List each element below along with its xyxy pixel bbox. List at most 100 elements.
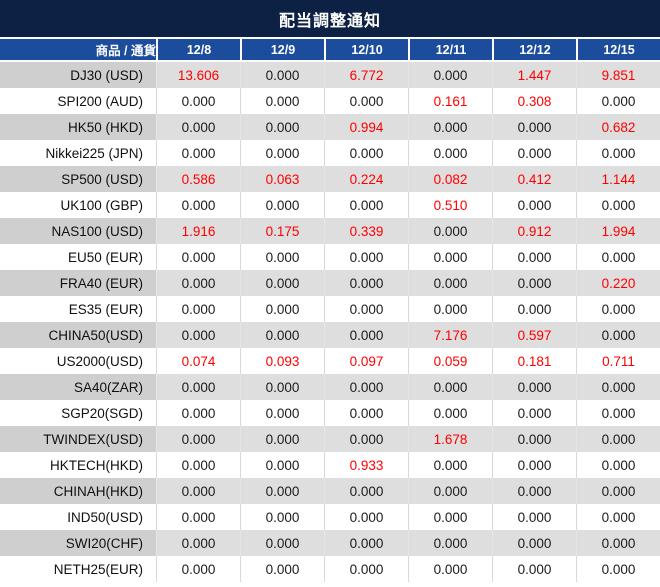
table-body: DJ30 (USD) 13.606 0.000 6.772 0.000 1.447 9.85… (0, 62, 660, 582)
column-header-date: 12/15 (576, 39, 660, 62)
value-cell: 9.851 (576, 62, 660, 88)
value-cell: 1.678 (408, 426, 492, 452)
value-cell: 0.059 (408, 348, 492, 374)
value-cell: 0.000 (576, 192, 660, 218)
value-cell: 13.606 (156, 62, 240, 88)
value-cell: 0.000 (240, 244, 324, 270)
product-label: HK50 (HKD) (0, 114, 156, 140)
value-cell: 0.711 (576, 348, 660, 374)
value-cell: 0.000 (492, 140, 576, 166)
table-row: Nikkei225 (JPN) 0.000 0.000 0.000 0.000 0.000… (0, 140, 660, 166)
value-cell: 0.000 (576, 88, 660, 114)
value-cell: 0.000 (240, 62, 324, 88)
value-cell: 0.000 (324, 244, 408, 270)
table-row: SWI20(CHF) 0.000 0.000 0.000 0.000 0.000 0.000 (0, 530, 660, 556)
value-cell: 0.000 (492, 504, 576, 530)
value-cell: 0.074 (156, 348, 240, 374)
value-cell: 0.000 (324, 270, 408, 296)
value-cell: 0.000 (156, 556, 240, 582)
table-row: EU50 (EUR) 0.000 0.000 0.000 0.000 0.000 0.000 (0, 244, 660, 270)
value-cell: 0.000 (240, 374, 324, 400)
value-cell: 0.000 (240, 478, 324, 504)
value-cell: 0.000 (240, 192, 324, 218)
value-cell: 0.000 (240, 140, 324, 166)
value-cell: 6.772 (324, 62, 408, 88)
value-cell: 0.000 (576, 556, 660, 582)
value-cell: 0.000 (324, 192, 408, 218)
value-cell: 0.000 (408, 218, 492, 244)
column-header-date: 12/12 (492, 39, 576, 62)
value-cell: 0.000 (324, 478, 408, 504)
value-cell: 0.000 (492, 530, 576, 556)
value-cell: 0.994 (324, 114, 408, 140)
product-label: SP500 (USD) (0, 166, 156, 192)
product-label: TWINDEX(USD) (0, 426, 156, 452)
table-row: SPI200 (AUD) 0.000 0.000 0.000 0.161 0.308 0.0… (0, 88, 660, 114)
value-cell: 0.000 (492, 452, 576, 478)
value-cell: 0.586 (156, 166, 240, 192)
product-label: FRA40 (EUR) (0, 270, 156, 296)
product-label: CHINAH(HKD) (0, 478, 156, 504)
table-row: CHINAH(HKD) 0.000 0.000 0.000 0.000 0.000 0.00… (0, 478, 660, 504)
value-cell: 0.000 (240, 504, 324, 530)
value-cell: 0.933 (324, 452, 408, 478)
value-cell: 0.000 (240, 296, 324, 322)
value-cell: 0.597 (492, 322, 576, 348)
column-header-date: 12/10 (324, 39, 408, 62)
value-cell: 0.000 (492, 296, 576, 322)
value-cell: 0.510 (408, 192, 492, 218)
value-cell: 0.000 (492, 270, 576, 296)
value-cell: 0.093 (240, 348, 324, 374)
value-cell: 0.000 (324, 530, 408, 556)
product-label: NETH25(EUR) (0, 556, 156, 582)
value-cell: 0.000 (576, 478, 660, 504)
value-cell: 0.308 (492, 88, 576, 114)
value-cell: 0.000 (156, 114, 240, 140)
value-cell: 0.000 (576, 452, 660, 478)
value-cell: 0.000 (576, 400, 660, 426)
value-cell: 0.000 (576, 244, 660, 270)
value-cell: 0.000 (156, 478, 240, 504)
value-cell: 0.339 (324, 218, 408, 244)
value-cell: 0.000 (492, 192, 576, 218)
value-cell: 0.224 (324, 166, 408, 192)
value-cell: 0.000 (240, 400, 324, 426)
dividend-table: 商品 / 通貨 12/8 12/9 12/10 12/11 12/12 12/15 DJ3… (0, 39, 660, 582)
column-header-date: 12/11 (408, 39, 492, 62)
value-cell: 0.682 (576, 114, 660, 140)
value-cell: 0.000 (156, 88, 240, 114)
product-label: SPI200 (AUD) (0, 88, 156, 114)
value-cell: 0.082 (408, 166, 492, 192)
value-cell: 0.000 (408, 556, 492, 582)
table-row: DJ30 (USD) 13.606 0.000 6.772 0.000 1.447 9.85… (0, 62, 660, 88)
value-cell: 0.000 (408, 452, 492, 478)
value-cell: 0.000 (324, 556, 408, 582)
table-row: SP500 (USD) 0.586 0.063 0.224 0.082 0.412 1.14… (0, 166, 660, 192)
value-cell: 0.063 (240, 166, 324, 192)
value-cell: 0.000 (408, 140, 492, 166)
value-cell: 0.000 (576, 530, 660, 556)
table-header-row: 商品 / 通貨 12/8 12/9 12/10 12/11 12/12 12/15 (0, 39, 660, 62)
value-cell: 0.000 (324, 140, 408, 166)
value-cell: 0.000 (240, 426, 324, 452)
product-label: ES35 (EUR) (0, 296, 156, 322)
value-cell: 0.000 (492, 374, 576, 400)
value-cell: 0.000 (324, 296, 408, 322)
product-label: IND50(USD) (0, 504, 156, 530)
table-row: ES35 (EUR) 0.000 0.000 0.000 0.000 0.000 0.000 (0, 296, 660, 322)
value-cell: 0.000 (324, 400, 408, 426)
value-cell: 0.000 (156, 140, 240, 166)
value-cell: 0.000 (576, 296, 660, 322)
value-cell: 0.000 (408, 400, 492, 426)
value-cell: 0.000 (324, 426, 408, 452)
value-cell: 0.000 (408, 62, 492, 88)
value-cell: 0.000 (324, 88, 408, 114)
table-row: SA40(ZAR) 0.000 0.000 0.000 0.000 0.000 0.000 (0, 374, 660, 400)
value-cell: 0.412 (492, 166, 576, 192)
column-header-date: 12/8 (156, 39, 240, 62)
value-cell: 0.000 (324, 322, 408, 348)
column-header-date: 12/9 (240, 39, 324, 62)
table-row: NETH25(EUR) 0.000 0.000 0.000 0.000 0.000 0.00… (0, 556, 660, 582)
value-cell: 1.144 (576, 166, 660, 192)
value-cell: 0.000 (156, 374, 240, 400)
